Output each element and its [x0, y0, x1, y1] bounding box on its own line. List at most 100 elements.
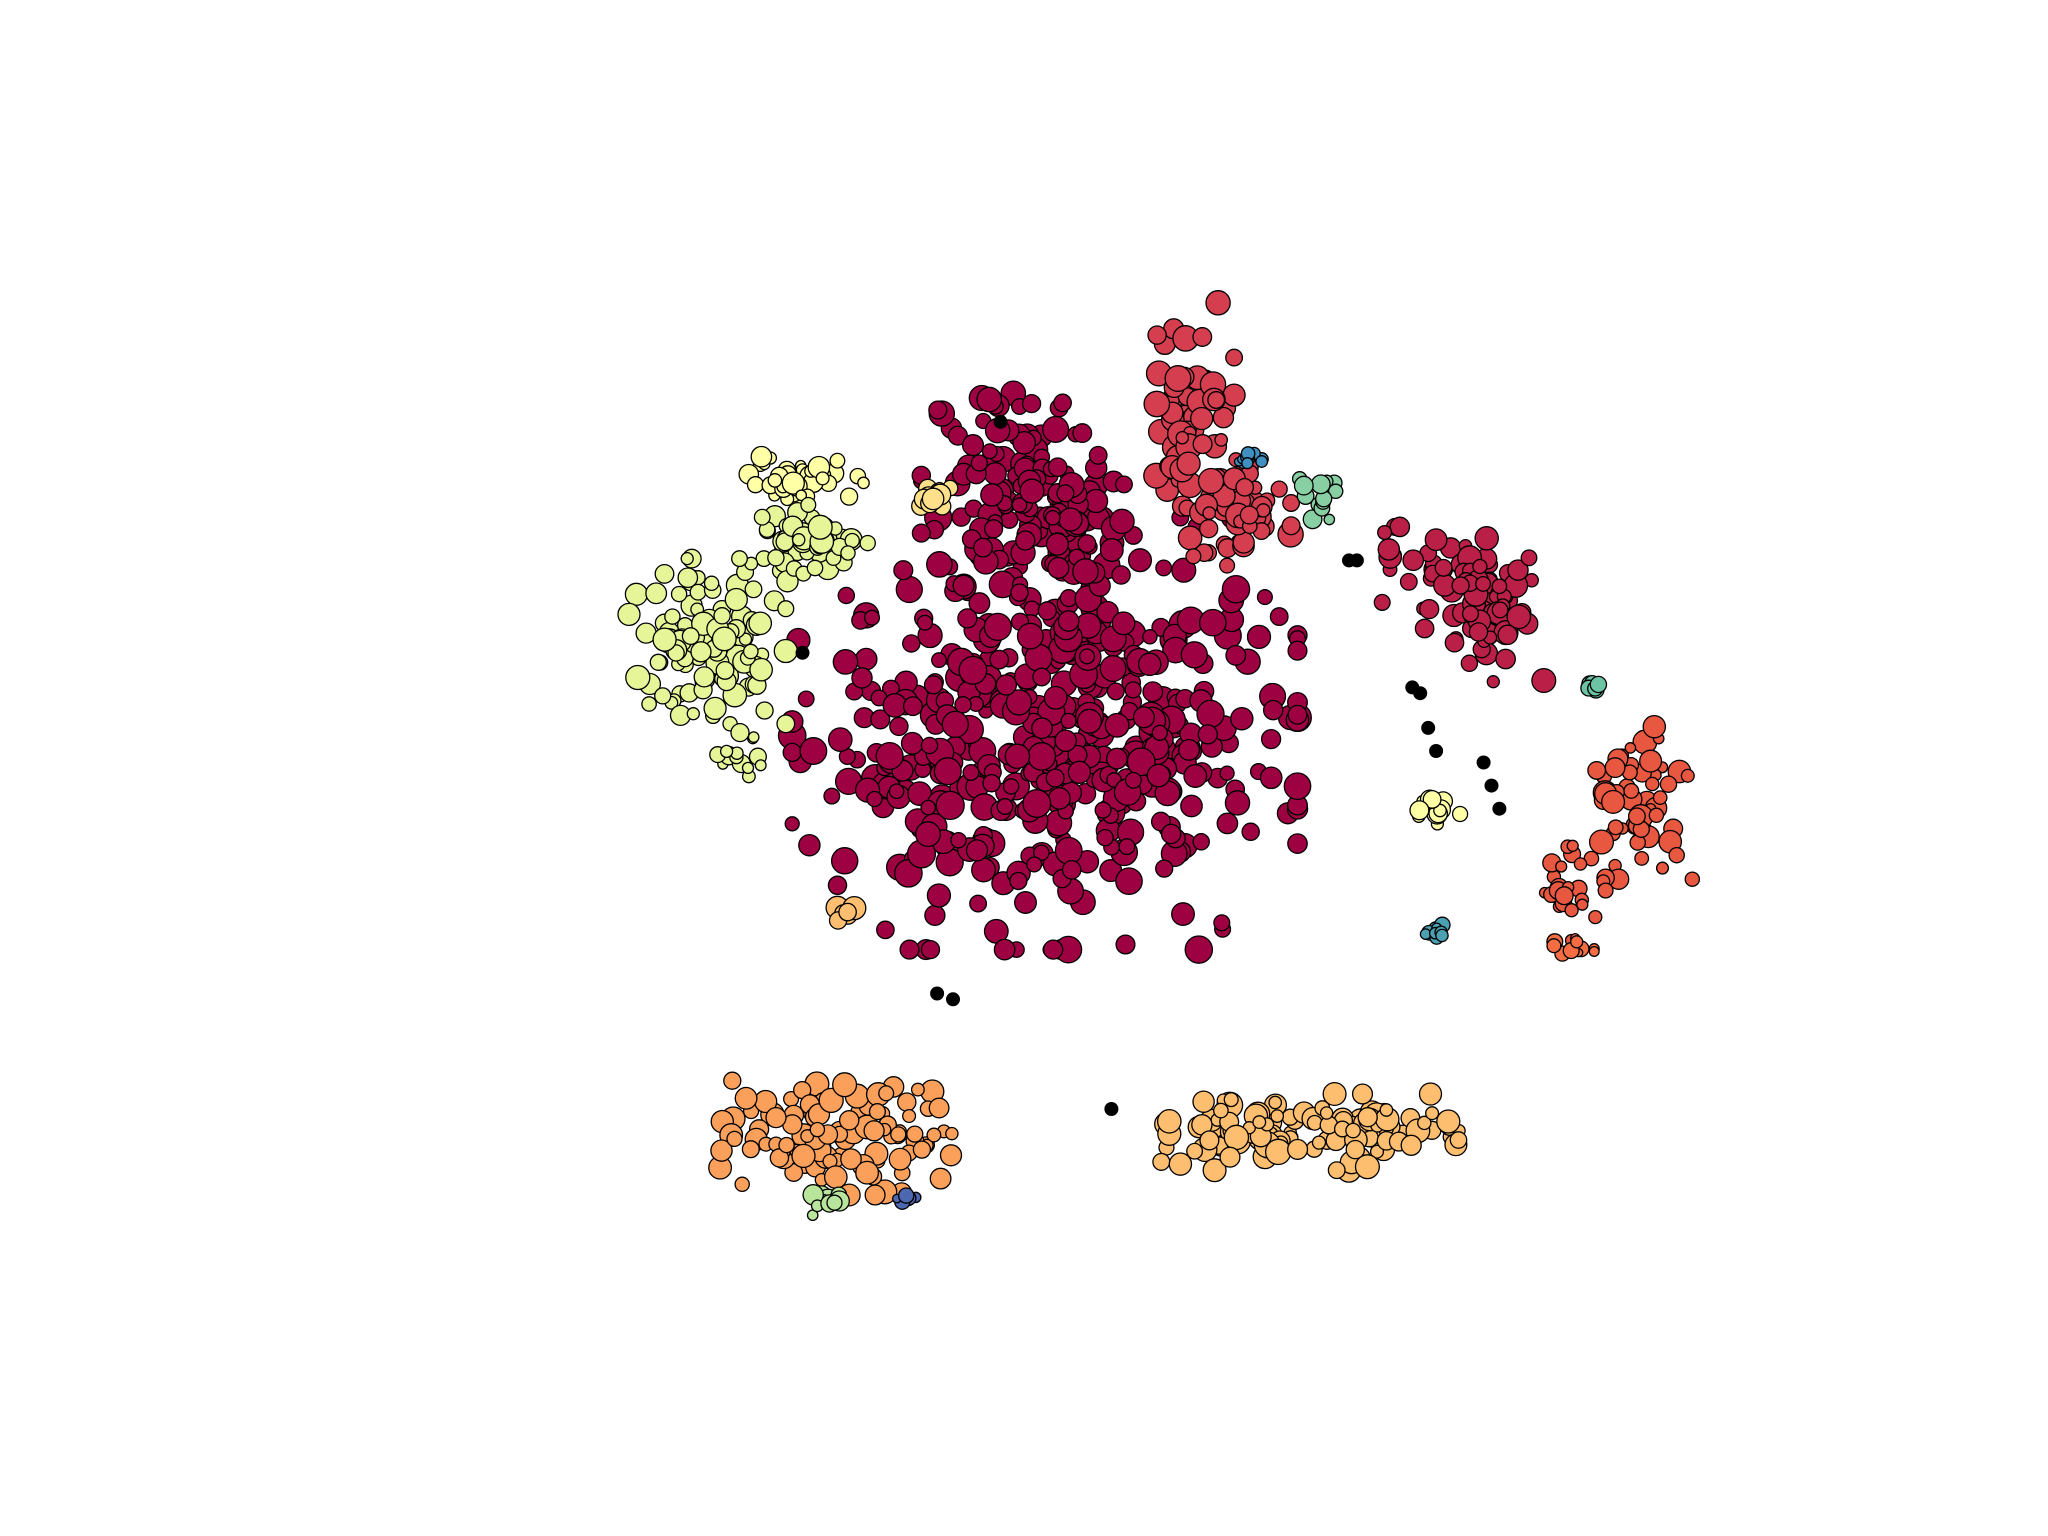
cluster-5-point	[1192, 434, 1213, 455]
cluster-21-point	[1310, 474, 1331, 495]
cluster-10-point	[723, 1071, 742, 1090]
cluster-0-point	[1016, 622, 1044, 650]
cluster-0-point	[888, 783, 905, 800]
cluster-0-point	[902, 696, 923, 717]
cluster-0-point	[1287, 833, 1308, 854]
cluster-0-point	[1033, 844, 1050, 861]
cluster-0-point	[875, 741, 904, 771]
cluster-0-point	[899, 939, 920, 960]
cluster-0-point	[870, 709, 891, 730]
cluster-18-point	[767, 549, 785, 567]
cluster-0-point	[900, 731, 924, 755]
cluster-7-point	[1604, 757, 1626, 779]
cluster-6-point	[1202, 506, 1217, 520]
cluster-11-point	[1152, 1152, 1171, 1171]
cluster-3-point	[1377, 538, 1401, 561]
cluster-6-point	[1185, 548, 1202, 565]
cluster-7-point	[1639, 749, 1663, 773]
cluster-7-point	[1623, 782, 1640, 799]
cluster-12-point	[1436, 1109, 1461, 1134]
cluster-12-point	[1400, 1134, 1422, 1156]
cluster-7-point	[1601, 789, 1626, 814]
cluster-0-point	[876, 920, 895, 940]
cluster-4-point	[1507, 559, 1529, 581]
cluster-0-point	[1196, 699, 1225, 729]
cluster-17-point	[776, 714, 796, 734]
cluster-1-point	[928, 400, 948, 420]
cluster-18-point	[800, 496, 817, 513]
noise-point	[1484, 778, 1499, 793]
cluster-18-point	[791, 533, 806, 547]
cluster-11-point	[1252, 1115, 1267, 1130]
cluster-10-point	[791, 1143, 816, 1169]
cluster-3-point	[1434, 558, 1453, 577]
cluster-17-point	[703, 575, 720, 592]
cluster-4-point	[1444, 632, 1465, 653]
cluster-10-point	[734, 1086, 758, 1110]
cluster-2-point	[1077, 534, 1097, 554]
cluster-8-point	[1597, 882, 1614, 899]
cluster-25-point	[897, 1187, 915, 1204]
cluster-8-point	[1554, 886, 1574, 906]
cluster-0-point	[1142, 681, 1164, 703]
cluster-0-point	[1160, 823, 1182, 845]
noise-point	[1492, 801, 1507, 816]
noise-point	[795, 645, 810, 660]
cluster-0-point	[798, 833, 821, 857]
cluster-0-point	[1230, 706, 1254, 731]
cluster-0-point	[1137, 652, 1162, 677]
cluster-0-point	[1014, 891, 1037, 914]
cluster-0-point	[837, 586, 856, 605]
cluster-12-point	[1327, 1161, 1346, 1180]
cluster-0-point	[832, 649, 859, 675]
cluster-0-point	[969, 894, 988, 913]
cluster-0-point	[1104, 712, 1130, 738]
cluster-0-point	[1126, 747, 1156, 777]
cluster-17-point	[724, 587, 748, 612]
cluster-5-point	[1222, 383, 1246, 407]
cluster-10-point	[741, 1140, 760, 1159]
cluster-15-point	[857, 476, 870, 490]
cluster-11-point	[1264, 1138, 1292, 1166]
noise-point	[1104, 1102, 1119, 1116]
cluster-15-point	[829, 452, 846, 469]
cluster-17-point	[711, 626, 737, 652]
cluster-2-point	[1047, 556, 1070, 579]
cluster-0-point	[1155, 859, 1174, 878]
cluster-0-point	[1002, 778, 1020, 795]
cluster-12-point	[1322, 1081, 1347, 1107]
cluster-8-point	[1564, 903, 1579, 918]
cluster-0-point	[1269, 607, 1289, 627]
cluster-1-point	[980, 483, 1004, 507]
cluster-17-point	[689, 583, 707, 601]
cluster-5-point	[1205, 290, 1231, 316]
cluster-12-point	[1417, 1115, 1432, 1131]
cluster-0-point	[965, 839, 989, 862]
cluster-7-point	[1642, 714, 1667, 739]
cluster-0-point	[1111, 611, 1136, 636]
cluster-9-point	[1546, 938, 1562, 954]
cluster-5-point	[1143, 390, 1171, 418]
cluster-0-point	[1287, 640, 1308, 661]
cluster-0-point	[1225, 644, 1247, 666]
cluster-1-point	[1072, 423, 1093, 444]
cluster-2-point	[1044, 509, 1061, 526]
cluster-11-point	[1268, 1095, 1283, 1110]
cluster-0-point	[827, 875, 848, 896]
cluster-0-point	[1060, 712, 1077, 730]
cluster-0-point	[989, 649, 1010, 670]
cluster-24-point	[1255, 455, 1269, 468]
cluster-0-point	[799, 737, 828, 765]
cluster-0-point	[941, 710, 969, 739]
cluster-17-point	[755, 701, 774, 720]
cluster-0-point	[1127, 548, 1153, 573]
cluster-0-point	[851, 667, 873, 689]
cluster-0-point	[1124, 681, 1142, 699]
cluster-2-point	[1045, 532, 1069, 556]
noise-point	[946, 992, 960, 1007]
cluster-0-point	[1054, 836, 1083, 865]
cluster-0-point	[996, 798, 1014, 815]
cluster-0-point	[1078, 648, 1096, 665]
cluster-10-point	[897, 1092, 917, 1112]
cluster-1-point	[981, 443, 998, 460]
